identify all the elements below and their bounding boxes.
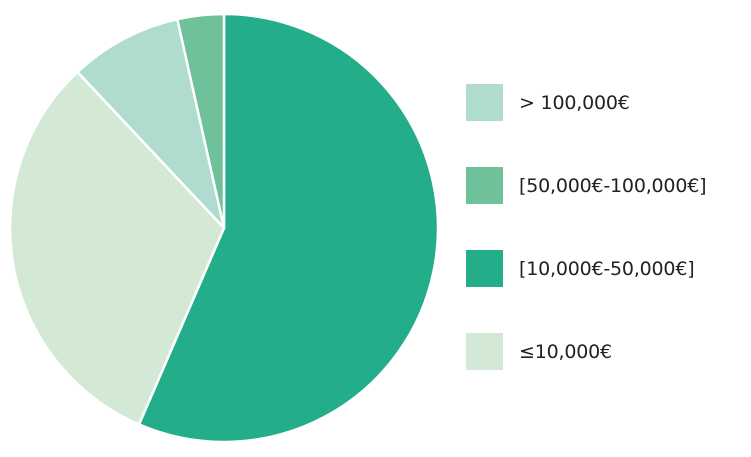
pie-slice [137,12,440,444]
legend: > 100,000€ [50,000€-100,000€] [10,000€-5… [466,84,751,416]
legend-item: [50,000€-100,000€] [466,167,751,204]
legend-item: > 100,000€ [466,84,751,121]
legend-label: [10,000€-50,000€] [519,257,695,280]
legend-swatch [466,333,503,370]
legend-item: [10,000€-50,000€] [466,250,751,287]
legend-label: > 100,000€ [519,91,630,114]
pie-slice [8,70,226,426]
legend-swatch [466,250,503,287]
pie-slice [176,12,226,230]
legend-label: [50,000€-100,000€] [519,174,707,197]
pie-slice [76,17,226,230]
legend-label: ≤10,000€ [519,340,612,363]
legend-item: ≤10,000€ [466,333,751,370]
legend-swatch [466,84,503,121]
legend-swatch [466,167,503,204]
pie-chart [8,12,440,444]
